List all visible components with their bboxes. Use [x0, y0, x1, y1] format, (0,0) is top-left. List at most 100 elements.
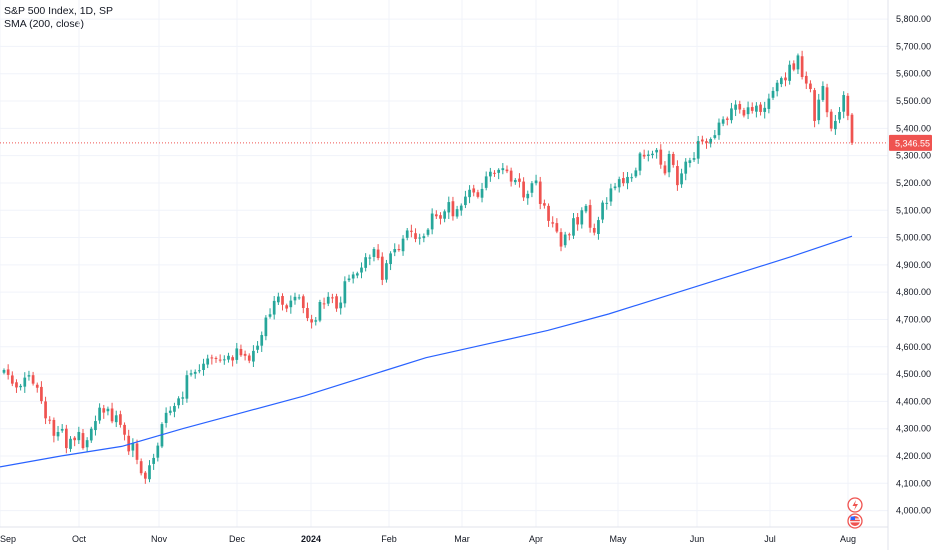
- price-tick-label: 5,500.00: [896, 96, 931, 106]
- candle: [164, 407, 168, 428]
- candle: [368, 254, 372, 266]
- us-flag-icon[interactable]: [847, 513, 863, 529]
- candle: [746, 101, 750, 120]
- candle: [77, 426, 81, 444]
- candle: [513, 178, 517, 185]
- candle: [372, 247, 376, 262]
- candle: [65, 424, 68, 454]
- candle: [252, 345, 255, 367]
- candle: [717, 118, 721, 140]
- candle: [243, 350, 247, 361]
- candle: [784, 72, 787, 87]
- candle: [114, 410, 118, 428]
- candle: [198, 364, 201, 374]
- candle: [19, 383, 22, 391]
- time-tick-label: Jul: [764, 534, 776, 544]
- candle: [750, 102, 754, 114]
- candle: [310, 314, 313, 329]
- candle: [634, 167, 638, 179]
- candle: [10, 371, 14, 387]
- candle: [56, 425, 60, 441]
- candle: [81, 428, 85, 450]
- candle: [464, 190, 467, 209]
- candle: [563, 231, 567, 248]
- candle: [638, 151, 642, 176]
- candle: [347, 274, 351, 283]
- candle: [48, 416, 52, 425]
- candle: [547, 203, 550, 227]
- candle: [584, 203, 588, 214]
- candle: [775, 80, 779, 97]
- candle: [601, 200, 604, 224]
- candle: [15, 379, 18, 393]
- candle: [214, 356, 218, 363]
- candle: [580, 207, 584, 229]
- candle: [451, 196, 455, 221]
- candle: [227, 352, 230, 363]
- candle: [484, 171, 488, 191]
- price-tick-label: 4,800.00: [896, 287, 931, 297]
- candle: [385, 259, 388, 283]
- candle: [218, 354, 222, 363]
- candle: [742, 107, 746, 118]
- candle: [476, 189, 480, 199]
- candle: [193, 369, 197, 379]
- candle: [543, 199, 546, 209]
- candle: [376, 244, 380, 261]
- candle: [659, 144, 663, 169]
- candle: [430, 208, 434, 235]
- price-tick-label: 4,500.00: [896, 369, 931, 379]
- time-tick-label: Jun: [690, 534, 705, 544]
- candle: [771, 87, 775, 100]
- candle: [173, 402, 176, 418]
- candle: [119, 410, 122, 428]
- legend-indicator[interactable]: SMA (200, close): [4, 18, 84, 30]
- candle: [501, 163, 505, 175]
- flash-icon[interactable]: [847, 497, 863, 513]
- candle: [800, 50, 804, 80]
- candle: [27, 370, 31, 381]
- candle: [497, 168, 501, 180]
- candle: [401, 235, 405, 256]
- candle: [609, 183, 613, 206]
- candle: [721, 116, 725, 127]
- candle: [343, 276, 347, 308]
- candle: [671, 151, 675, 168]
- candle: [804, 71, 808, 90]
- candle: [846, 93, 850, 121]
- candle: [85, 437, 89, 452]
- time-tick-label: Mar: [454, 534, 470, 544]
- candle: [622, 172, 625, 187]
- candle: [339, 296, 343, 315]
- candle: [380, 252, 384, 286]
- price-axis[interactable]: 4,000.00 4,100.00 4,200.00 4,300.00 4,400.00…: [896, 14, 931, 516]
- candle: [522, 177, 525, 201]
- time-axis[interactable]: Sep Oct Nov Dec 2024 Feb Mar Apr May Jun Jul Aug: [0, 534, 856, 544]
- candle: [139, 458, 143, 476]
- candle: [247, 353, 251, 364]
- price-tick-label: 5,800.00: [896, 14, 931, 24]
- candle: [189, 369, 193, 377]
- price-tick-label: 4,100.00: [896, 478, 931, 488]
- candle: [418, 233, 422, 245]
- time-tick-label: Apr: [529, 534, 543, 544]
- candle: [767, 93, 771, 114]
- candle: [705, 138, 708, 149]
- candle: [842, 91, 846, 119]
- candle: [210, 354, 214, 365]
- candle: [422, 233, 426, 243]
- candle: [168, 406, 172, 416]
- price-tick-label: 5,300.00: [896, 151, 931, 161]
- candle: [667, 150, 671, 178]
- candle: [6, 364, 10, 380]
- candle: [123, 422, 126, 441]
- time-tick-label: 2024: [301, 534, 321, 544]
- candle: [31, 371, 35, 386]
- candle: [326, 292, 330, 307]
- candle: [468, 185, 471, 204]
- price-tick-label: 4,200.00: [896, 451, 931, 461]
- candle: [709, 137, 713, 148]
- legend-title[interactable]: S&P 500 Index, 1D, SP: [4, 5, 113, 17]
- chart-legend: S&P 500 Index, 1D, SP SMA (200, close): [4, 5, 113, 31]
